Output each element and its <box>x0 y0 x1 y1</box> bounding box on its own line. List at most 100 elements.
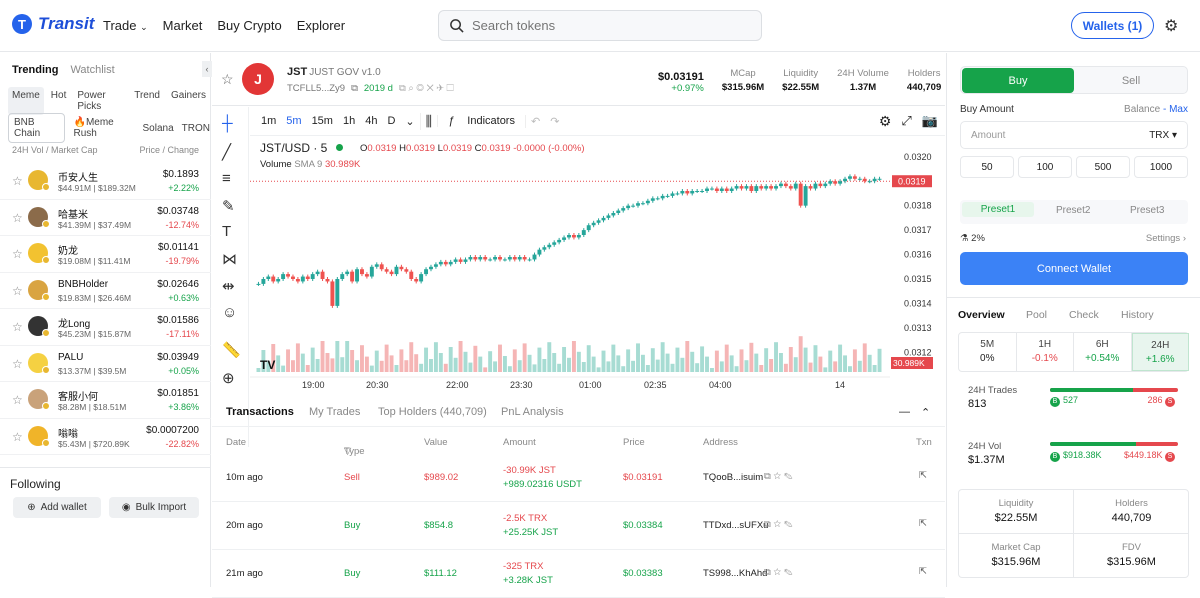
star-icon[interactable]: ☆ <box>12 247 23 261</box>
indicators-button[interactable]: ƒ Indicators <box>437 115 525 127</box>
tab-watchlist[interactable]: Watchlist <box>70 64 115 76</box>
column-vol-mcap[interactable]: 24H Vol / Market Cap <box>12 145 98 155</box>
search-input[interactable] <box>472 18 732 33</box>
emoji-icon[interactable]: ☺ <box>222 304 238 321</box>
tab-history[interactable]: History <box>1121 309 1154 321</box>
candle-type-icon[interactable]: ⫼ <box>419 112 437 130</box>
preset-amount-500[interactable]: 500 <box>1076 156 1130 178</box>
token-row[interactable]: ☆ 龙Long $45.23M | $15.87M $0.01586 -17.1… <box>0 309 211 346</box>
filter-hot[interactable]: Hot <box>50 90 67 101</box>
settings-link[interactable]: Settings › <box>1145 233 1186 244</box>
gear-icon[interactable]: ⚙ <box>1164 18 1179 35</box>
external-link-icon[interactable]: ⇱ <box>919 566 927 577</box>
period-24h[interactable]: 24H +1.6% <box>1131 333 1189 371</box>
tx-address[interactable]: TTDxd...sUFXu <box>703 520 769 531</box>
collapse-panel-icon[interactable]: ‹ <box>202 61 212 77</box>
tab-overview[interactable]: Overview <box>958 309 1005 321</box>
tab-preset1[interactable]: Preset1 <box>962 202 1034 217</box>
table-row[interactable]: 20m ago Buy $854.8 -2.5K TRX +25.25K JST… <box>212 502 945 550</box>
chain-bnb[interactable]: BNB Chain <box>8 113 66 143</box>
preset-amount-1000[interactable]: 1000 <box>1134 156 1188 178</box>
token-row[interactable]: ☆ PALU $13.37M | $39.5M $0.03949 +0.05% <box>0 346 211 382</box>
interval-4h[interactable]: 4h <box>365 115 378 127</box>
star-icon[interactable]: ☆ <box>12 210 23 225</box>
fib-icon[interactable]: ≡ <box>222 170 231 187</box>
token-address[interactable]: TCFLL5...Zy9 <box>287 83 346 94</box>
tab-transactions[interactable]: Transactions <box>226 406 294 418</box>
table-row[interactable]: 10m ago Sell $989.02 -30.99K JST +989.02… <box>212 454 945 502</box>
star-icon[interactable]: ☆ <box>12 174 23 188</box>
tab-check[interactable]: Check <box>1069 309 1099 321</box>
fullscreen-icon[interactable]: ⤢ <box>901 113 912 128</box>
price-chart[interactable]: 0.0320 0.0319 0.0318 0.0317 0.0316 0.0315 0.03… <box>250 137 945 393</box>
filter-meme[interactable]: Meme <box>8 87 44 115</box>
token-row[interactable]: ☆ BNBHolder $19.83M | $26.46M $0.02646 +… <box>0 273 211 309</box>
currency-select[interactable]: TRX ▾ <box>1149 129 1177 141</box>
crosshair-icon[interactable]: ┼ <box>222 115 233 132</box>
search-box[interactable] <box>438 10 762 41</box>
trendline-icon[interactable]: ╱ <box>222 144 232 161</box>
tab-pnl-analysis[interactable]: PnL Analysis <box>501 406 564 418</box>
table-row[interactable]: 21m ago Buy $111.12 -325 TRX +3.28K JST … <box>212 550 945 598</box>
external-link-icon[interactable]: ⇱ <box>919 470 927 481</box>
nav-trade[interactable]: Trade ⌄ <box>103 18 148 33</box>
tab-top-holders[interactable]: Top Holders (440,709) <box>378 406 487 418</box>
undo-icon[interactable]: ↶ <box>524 114 545 128</box>
chart-settings-icon[interactable]: ⚙ <box>878 112 892 129</box>
amount-input[interactable]: Amount TRX ▾ <box>960 121 1188 149</box>
address-actions-icon[interactable]: ⧉ ☆ ✎ <box>764 471 793 482</box>
column-price-change[interactable]: Price / Change <box>139 145 199 155</box>
add-wallet-button[interactable]: ⊕ Add wallet <box>13 497 101 518</box>
token-row[interactable]: ☆ 嗡嗡 $5.43M | $720.89K $0.0007200 -22.82… <box>0 419 211 455</box>
preset-amount-50[interactable]: 50 <box>960 156 1014 178</box>
interval-d[interactable]: D <box>387 115 396 127</box>
tab-my-trades[interactable]: My Trades <box>309 406 361 418</box>
connect-wallet-button[interactable]: Connect Wallet <box>960 252 1188 285</box>
interval-15m[interactable]: 15m <box>311 115 333 127</box>
star-icon[interactable]: ☆ <box>12 393 23 407</box>
filter-power-picks[interactable]: Power Picks <box>77 90 106 112</box>
interval-5m[interactable]: 5m <box>286 115 302 127</box>
minimize-icon[interactable]: — <box>899 406 910 418</box>
chevron-down-icon[interactable]: ⌄ <box>405 115 415 128</box>
nav-explorer[interactable]: Explorer <box>296 18 346 33</box>
token-row[interactable]: ☆ 币安人生 $44.91M | $189.32M $0.1893 +2.22% <box>0 163 211 200</box>
brand-logo[interactable]: T Transit <box>12 14 94 34</box>
buy-tab[interactable]: Buy <box>962 68 1074 93</box>
chain-solana[interactable]: Solana <box>142 122 174 134</box>
measure-icon[interactable]: ⇹ <box>222 278 235 295</box>
links-icon[interactable]: ⧉ ⌕ ◎ ✕ ✈ ☐ <box>398 83 454 94</box>
wallets-button[interactable]: Wallets (1) <box>1071 12 1154 39</box>
tab-preset2[interactable]: Preset2 <box>1056 205 1091 216</box>
ruler-icon[interactable]: 📏 <box>222 342 241 359</box>
star-icon[interactable]: ☆ <box>12 356 23 371</box>
star-icon[interactable]: ☆ <box>12 283 23 298</box>
text-icon[interactable]: T <box>222 223 232 240</box>
token-row[interactable]: ☆ 哈基米 $41.39M | $37.49M $0.03748 -12.74% <box>0 200 211 236</box>
period-6h[interactable]: 6H +0.54% <box>1074 333 1132 371</box>
address-actions-icon[interactable]: ⧉ ☆ ✎ <box>764 567 793 578</box>
filter-trend[interactable]: Trend <box>134 90 160 101</box>
chain-tron[interactable]: TRON <box>181 122 210 134</box>
interval-1h[interactable]: 1h <box>342 115 356 127</box>
tx-address[interactable]: TQooB...isuim <box>703 472 764 483</box>
address-actions-icon[interactable]: ⧉ ☆ ✎ <box>764 519 793 530</box>
candlestick-chart[interactable]: 0.0320 0.0319 0.0318 0.0317 0.0316 0.0315 0.03… <box>250 137 945 393</box>
star-icon[interactable]: ☆ <box>12 429 23 444</box>
external-link-icon[interactable]: ⇱ <box>919 518 927 529</box>
period-5m[interactable]: 5M 0% <box>959 333 1017 371</box>
bulk-import-button[interactable]: ◉ Bulk Import <box>109 497 199 518</box>
period-1h[interactable]: 1H -0.1% <box>1017 333 1074 371</box>
preset-amount-100[interactable]: 100 <box>1018 156 1072 178</box>
tab-trending[interactable]: Trending <box>12 64 59 76</box>
filter-gainers[interactable]: Gainers <box>170 90 206 101</box>
nav-buy-crypto[interactable]: Buy Crypto <box>217 18 282 33</box>
zoom-in-icon[interactable]: ⊕ <box>222 370 235 387</box>
camera-icon[interactable]: 📷 <box>921 113 938 128</box>
brush-icon[interactable]: ✎ <box>222 198 235 215</box>
pattern-icon[interactable]: ⋈ <box>222 251 237 268</box>
token-row[interactable]: ☆ 奶龙 $19.08M | $11.41M $0.01141 -19.79% <box>0 236 211 273</box>
star-icon[interactable]: ☆ <box>12 320 23 334</box>
sell-tab[interactable]: Sell <box>1121 74 1141 87</box>
redo-icon[interactable]: ↷ <box>550 115 560 128</box>
